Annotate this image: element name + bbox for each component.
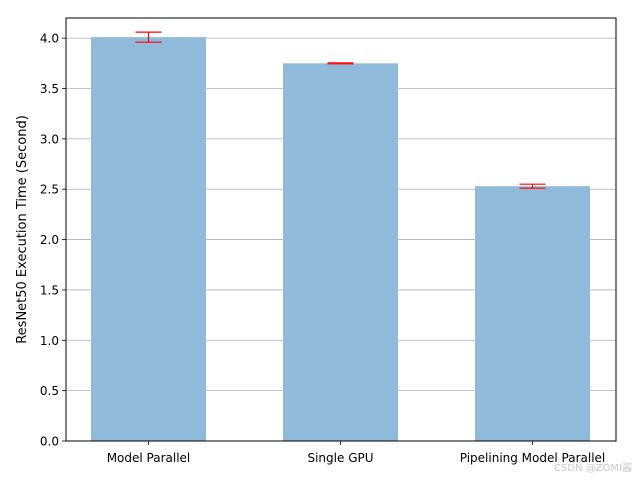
y-tick-label: 0.5 <box>40 384 59 398</box>
x-axis-ticks: Model Parallel Single GPU Pipelining Model… <box>107 441 606 465</box>
watermark: CSDN @ZOMI酱 <box>554 463 632 474</box>
y-tick-label: 1.0 <box>40 334 59 348</box>
x-tick-label: Model Parallel <box>107 451 191 465</box>
y-tick-label: 3.0 <box>40 132 59 146</box>
error-bars-layer <box>135 31 546 189</box>
bars-layer <box>91 37 590 442</box>
y-tick-label: 1.5 <box>40 283 59 297</box>
y-axis-label: ResNet50 Execution Time (Second) <box>15 115 30 344</box>
y-tick-label: 4.0 <box>40 32 59 46</box>
y-tick-label: 3.5 <box>40 82 59 96</box>
plot-frame <box>65 17 617 442</box>
bar <box>283 63 398 441</box>
x-tick-label: Single GPU <box>307 451 373 465</box>
y-tick-label: 2.0 <box>40 233 59 247</box>
y-tick-label: 0.0 <box>40 435 59 449</box>
y-tick-label: 2.5 <box>40 183 59 197</box>
y-axis-ticks: 0.0 0.5 1.0 1.5 2.0 2.5 3.0 3.5 4.0 <box>40 32 66 449</box>
bar <box>475 186 590 441</box>
bar <box>91 37 206 442</box>
x-tick-label: Pipelining Model Parallel <box>460 451 606 465</box>
